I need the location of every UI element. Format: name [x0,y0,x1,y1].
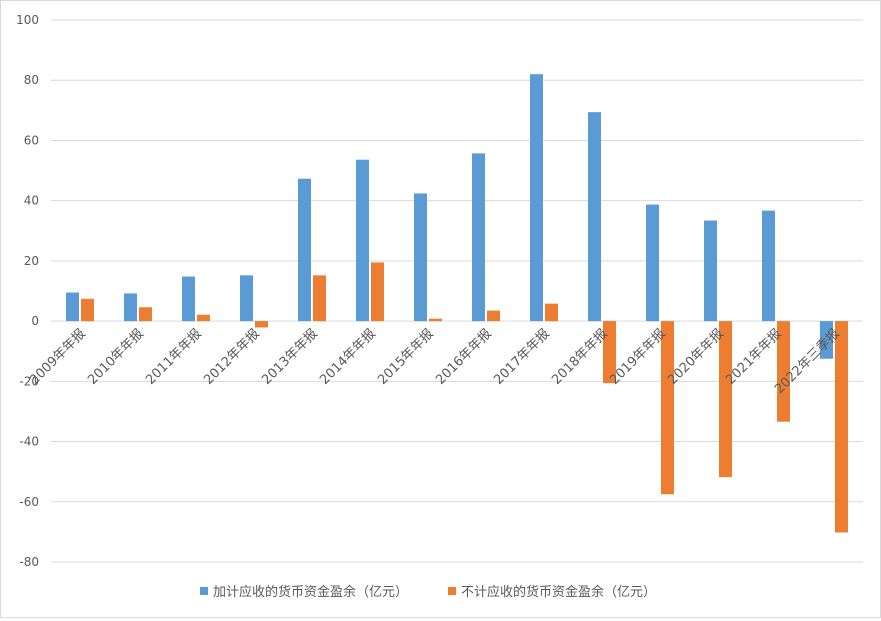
bar-series2 [313,275,326,322]
legend-swatch [448,587,456,595]
bar-series1 [356,159,369,322]
x-category-label: 2013年年报 [259,326,321,388]
y-tick-label: 40 [24,194,39,208]
y-tick-label: 60 [24,133,39,147]
bar-series1 [646,204,659,322]
bar-series1 [530,74,543,322]
bar-series2 [487,310,500,322]
y-tick-label: 20 [24,254,39,268]
y-tick-label: 100 [16,13,39,27]
bar-series2 [371,262,384,322]
bar-series2 [139,307,152,322]
bar-series2 [777,321,790,422]
bar-series1 [124,293,137,322]
bar-series1 [820,321,833,359]
x-category-label: 2014年年报 [317,326,379,388]
bar-series1 [240,275,253,322]
x-category-label: 2009年年报 [27,326,89,388]
y-tick-label: -20 [19,374,39,388]
bar-series1 [66,292,79,322]
legend-label: 不计应收的货币资金盈余（亿元） [461,584,656,600]
bars [66,74,848,533]
x-category-label: 2021年年报 [723,326,785,388]
bar-series2 [719,321,732,478]
bar-series2 [255,321,268,328]
legend-swatch [200,587,208,595]
x-category-label: 2012年年报 [201,326,263,388]
bar-series2 [81,298,94,322]
x-category-label: 2020年年报 [665,326,727,388]
gridlines [51,19,863,563]
legend: 加计应收的货币资金盈余（亿元） 不计应收的货币资金盈余（亿元） [200,584,656,600]
x-category-label: 2010年年报 [85,326,147,388]
x-category-label: 2017年年报 [491,326,553,388]
bar-series2 [545,303,558,322]
x-category-label: 2019年年报 [607,326,669,388]
legend-label: 加计应收的货币资金盈余（亿元） [213,584,408,600]
bar-series2 [603,321,616,384]
bar-series1 [182,276,195,322]
x-category-label: 2015年年报 [375,326,437,388]
x-category-label: 2016年年报 [433,326,495,388]
bar-series1 [762,210,775,322]
bar-series2 [429,318,442,322]
y-tick-label: 80 [24,73,39,87]
y-tick-label: -80 [19,555,39,569]
bar-series1 [588,112,601,322]
y-tick-label: 0 [31,314,39,328]
bar-series2 [835,321,848,533]
bar-series1 [704,220,717,322]
bar-series1 [298,178,311,322]
x-category-label: 2018年年报 [549,326,611,388]
bar-series1 [472,153,485,322]
bar-series1 [414,193,427,322]
y-tick-label: -60 [19,495,39,509]
y-tick-label: -40 [19,435,39,449]
x-category-label: 2011年年报 [143,326,205,388]
bar-series2 [661,321,674,495]
bar-series2 [197,314,210,322]
y-axis-tick-labels: 100 80 60 40 20 0 -20 -40 -60 -80 [16,13,39,569]
